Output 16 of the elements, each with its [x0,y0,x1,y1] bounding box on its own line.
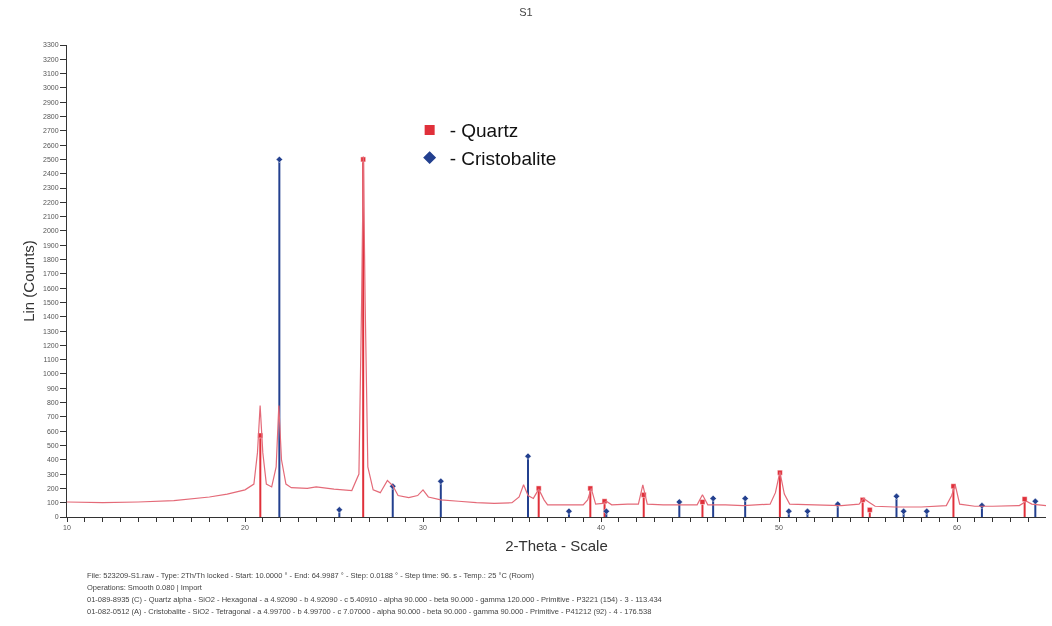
point [675,498,683,506]
point [437,477,445,485]
legend-label: - Cristobalite [449,148,557,170]
point [275,155,283,163]
point [892,492,900,500]
y-axis-title: Lin (Counts) [20,240,38,322]
point [1021,496,1028,502]
point [867,507,873,513]
chart-title: S1 [519,5,533,18]
point [1031,497,1039,505]
point [524,452,532,460]
point [709,494,717,502]
point [699,499,706,505]
x-axis-title: 2-Theta - Scale [505,537,608,555]
legend-label: - Quartz [449,120,519,142]
point [741,494,749,502]
